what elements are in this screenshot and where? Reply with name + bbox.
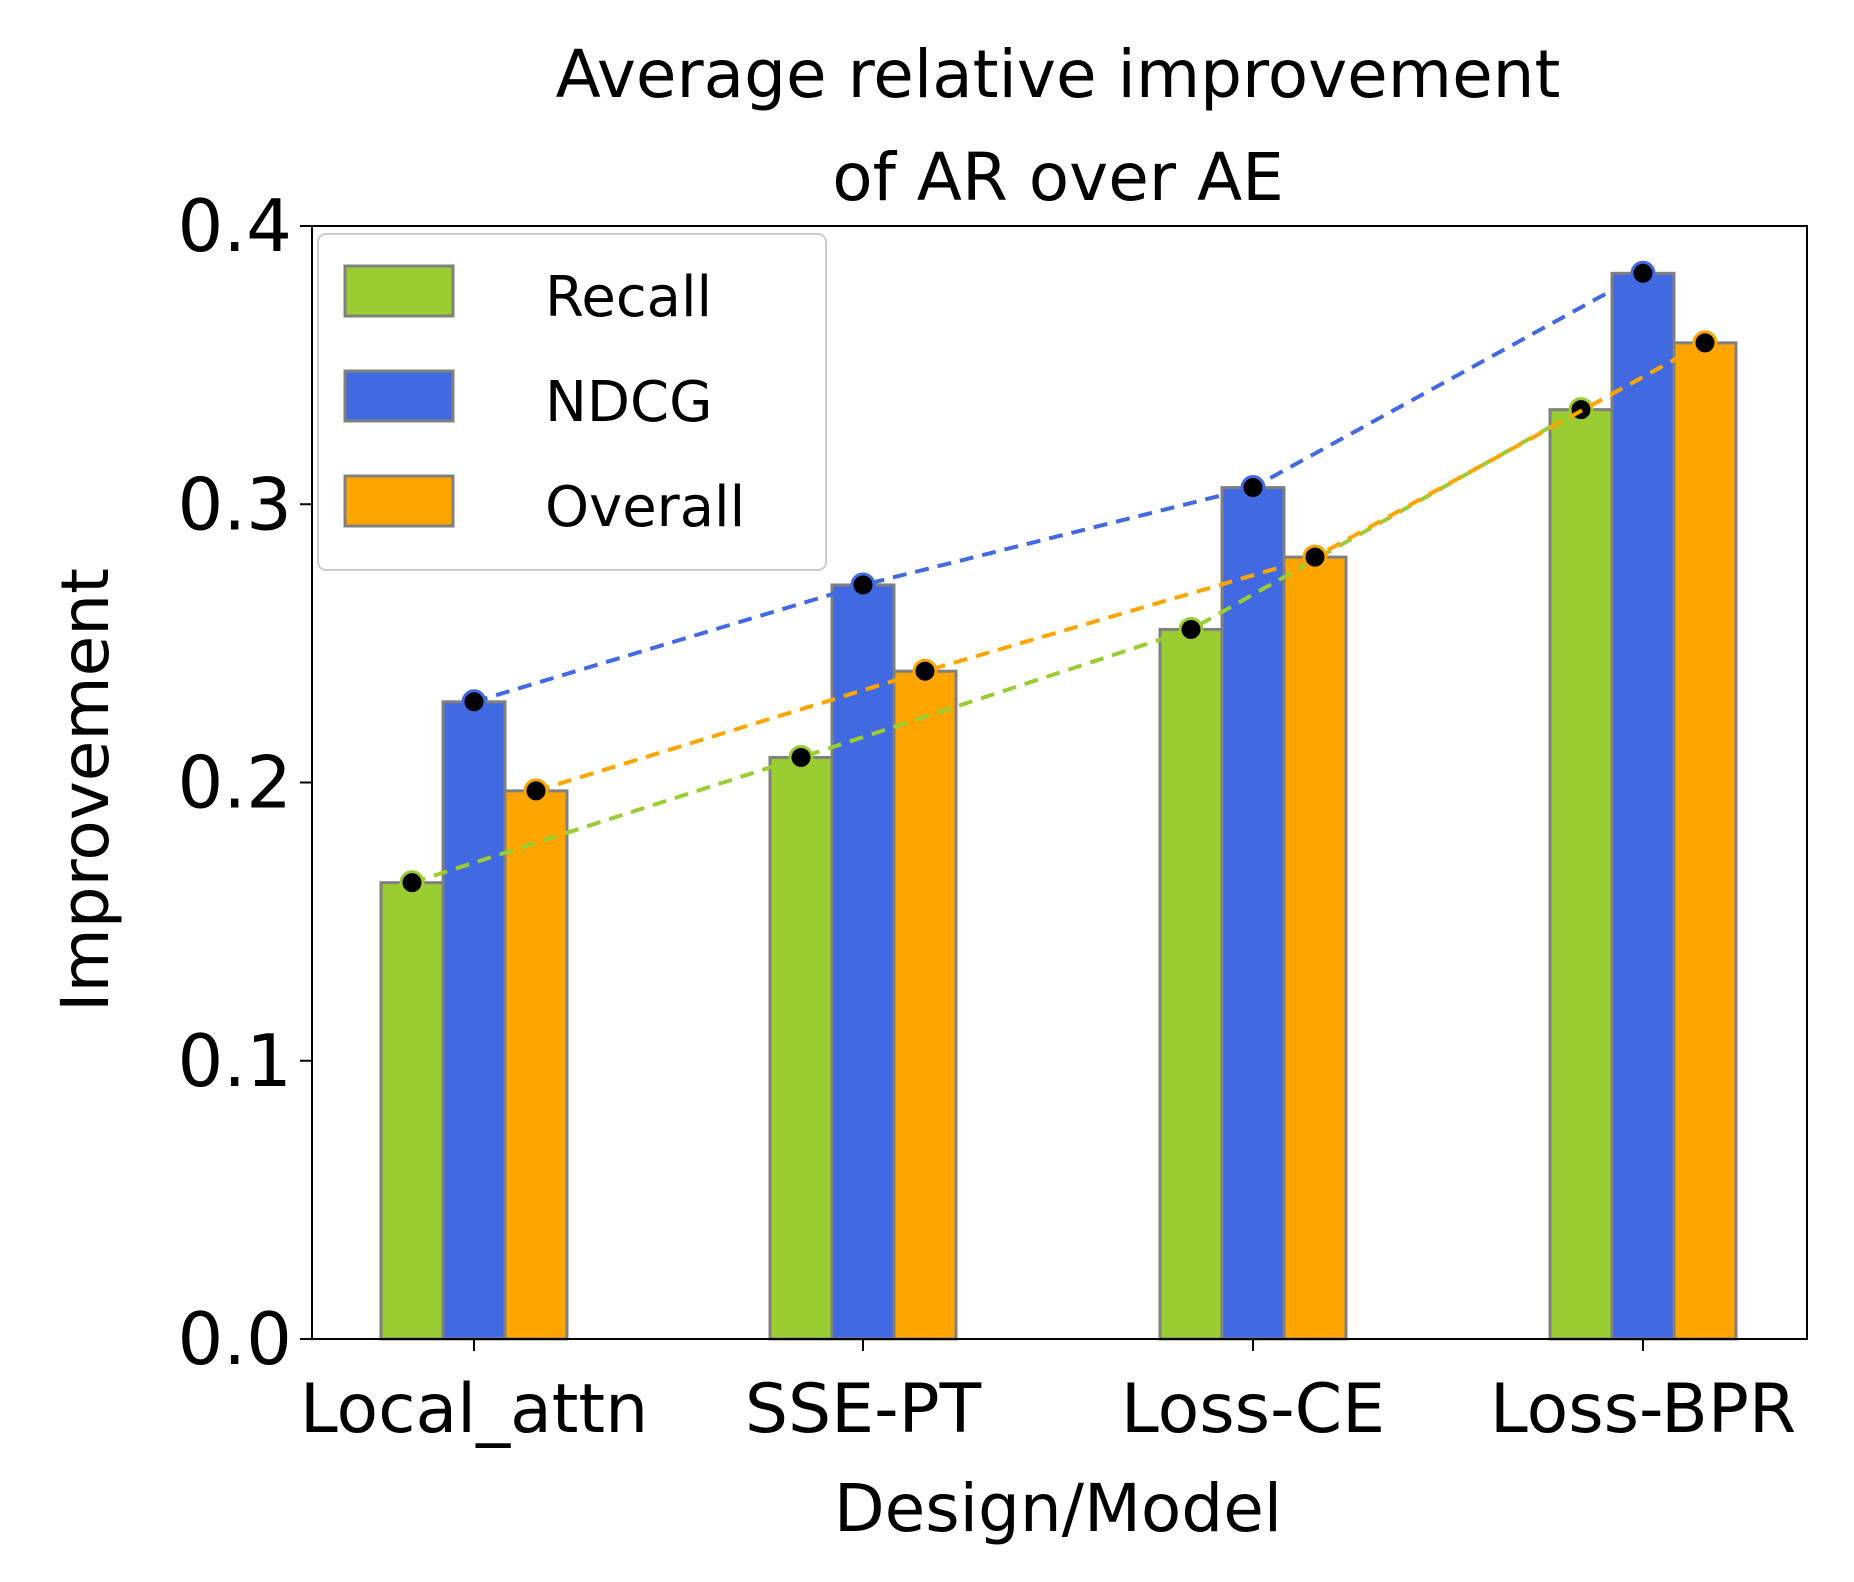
bar-ndcg-1 <box>830 583 896 1341</box>
bar-recall-3 <box>1548 408 1614 1341</box>
x-tick-label-0: Local_attn <box>300 1370 648 1449</box>
trend-line-ndcg <box>473 271 1644 704</box>
y-tick-label-1: 0.1 <box>177 1019 292 1103</box>
y-tick-label-3: 0.3 <box>177 462 292 546</box>
trend-line-overall <box>535 341 1706 793</box>
marker-ndcg-1 <box>850 572 876 598</box>
legend-swatch-overall <box>343 474 455 528</box>
ticks-layer: 0.0 0.1 0.2 0.3 0.4 Local_attn SSE-PT Loss-CE Lo… <box>177 184 1796 1449</box>
bar-ndcg-2 <box>1220 486 1286 1341</box>
chart-title-line-2: of AR over AE <box>832 139 1284 216</box>
marker-overall-0 <box>523 778 549 804</box>
bar-overall-0 <box>503 789 569 1341</box>
legend-swatch-recall <box>343 264 455 318</box>
bar-recall-2 <box>1158 627 1224 1341</box>
x-tick-label-2: Loss-CE <box>1121 1370 1385 1449</box>
bar-recall-1 <box>768 755 834 1341</box>
bar-recall-0 <box>379 881 445 1341</box>
legend-label-recall: Recall <box>545 265 712 330</box>
x-axis-label: Design/Model <box>834 1470 1282 1547</box>
marker-ndcg-0 <box>461 689 487 715</box>
legend-label-ndcg: NDCG <box>545 370 713 435</box>
y-tick-label-0: 0.0 <box>177 1297 292 1381</box>
y-tick-label-2: 0.2 <box>177 741 292 825</box>
marker-recall-2 <box>1178 616 1204 642</box>
x-tick-label-3: Loss-BPR <box>1490 1370 1796 1449</box>
marker-recall-1 <box>788 744 814 770</box>
legend-swatch-ndcg <box>343 369 455 423</box>
bar-overall-3 <box>1672 341 1738 1341</box>
bar-ndcg-0 <box>441 700 507 1341</box>
trend-line-recall <box>411 407 1582 885</box>
marker-overall-3 <box>1692 330 1718 356</box>
marker-overall-1 <box>912 658 938 684</box>
y-axis-label: Improvement <box>47 568 124 1012</box>
bar-overall-2 <box>1282 555 1348 1341</box>
y-tick-label-4: 0.4 <box>177 184 292 268</box>
plot-frame <box>311 225 1808 1340</box>
trend-lines-layer <box>399 260 1718 896</box>
marker-ndcg-3 <box>1630 260 1656 286</box>
legend-label-overall: Overall <box>545 475 745 540</box>
marker-ndcg-2 <box>1240 475 1266 501</box>
marker-overall-2 <box>1302 544 1328 570</box>
legend: Recall NDCG Overall <box>317 233 827 571</box>
chart-title-line-1: Average relative improvement <box>556 36 1561 113</box>
bar-overall-1 <box>892 669 958 1341</box>
marker-recall-0 <box>399 870 425 896</box>
x-tick-label-1: SSE-PT <box>745 1370 982 1449</box>
bars-layer <box>379 271 1738 1341</box>
bar-ndcg-3 <box>1610 271 1676 1341</box>
